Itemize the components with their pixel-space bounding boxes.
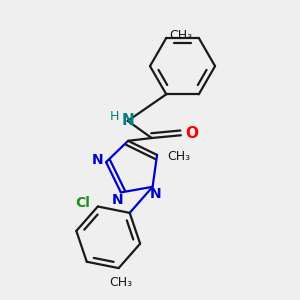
Text: CH₃: CH₃: [170, 29, 193, 42]
Text: N: N: [122, 113, 134, 128]
Text: H: H: [110, 110, 119, 123]
Text: N: N: [92, 153, 103, 167]
Text: O: O: [185, 126, 198, 141]
Text: CH₃: CH₃: [167, 150, 190, 163]
Text: N: N: [150, 188, 162, 201]
Text: Cl: Cl: [75, 196, 90, 210]
Text: CH₃: CH₃: [109, 276, 132, 289]
Text: N: N: [112, 193, 123, 207]
